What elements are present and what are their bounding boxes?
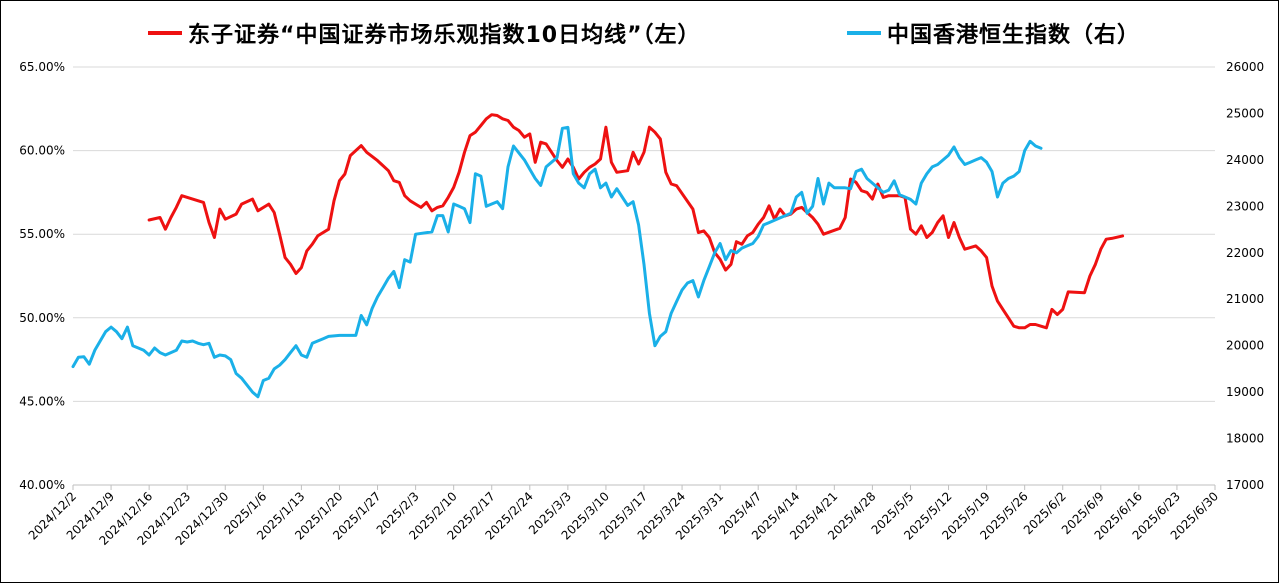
y-left-tick-label: 65.00% [19, 60, 65, 74]
y-right-tick-label: 24000 [1226, 153, 1264, 167]
y-right-tick-label: 22000 [1226, 246, 1264, 260]
y-left-tick-label: 45.00% [19, 394, 65, 408]
y-left-tick-label: 55.00% [19, 227, 65, 241]
legend-swatch-red [148, 31, 182, 35]
y-right-tick-label: 19000 [1226, 385, 1264, 399]
y-right-tick-label: 23000 [1226, 199, 1264, 213]
y-left-tick-label: 60.00% [19, 144, 65, 158]
legend-swatch-blue [847, 31, 881, 35]
chart-legend: 东子证券“中国证券市场乐观指数10日均线”（左） 中国香港恒生指数（右） [0, 17, 1279, 49]
y-right-tick-label: 17000 [1226, 478, 1264, 492]
series-line-hang-seng [71, 125, 1043, 399]
y-right-tick-label: 20000 [1226, 339, 1264, 353]
y-right-tick-label: 18000 [1226, 432, 1264, 446]
legend-label-hang-seng: 中国香港恒生指数（右） [887, 23, 1141, 48]
y-left-tick-label: 40.00% [19, 478, 65, 492]
legend-item-hang-seng: 中国香港恒生指数（右） [847, 17, 1140, 49]
legend-item-optimism-index: 东子证券“中国证券市场乐观指数10日均线”（左） [148, 17, 701, 49]
y-right-tick-label: 26000 [1226, 60, 1264, 74]
legend-label-optimism-index: 东子证券“中国证券市场乐观指数10日均线”（左） [188, 23, 701, 48]
y-left-tick-label: 50.00% [19, 311, 65, 325]
series-line-optimism-index [147, 113, 1125, 330]
y-right-tick-label: 25000 [1226, 106, 1264, 120]
y-right-tick-label: 21000 [1226, 292, 1264, 306]
